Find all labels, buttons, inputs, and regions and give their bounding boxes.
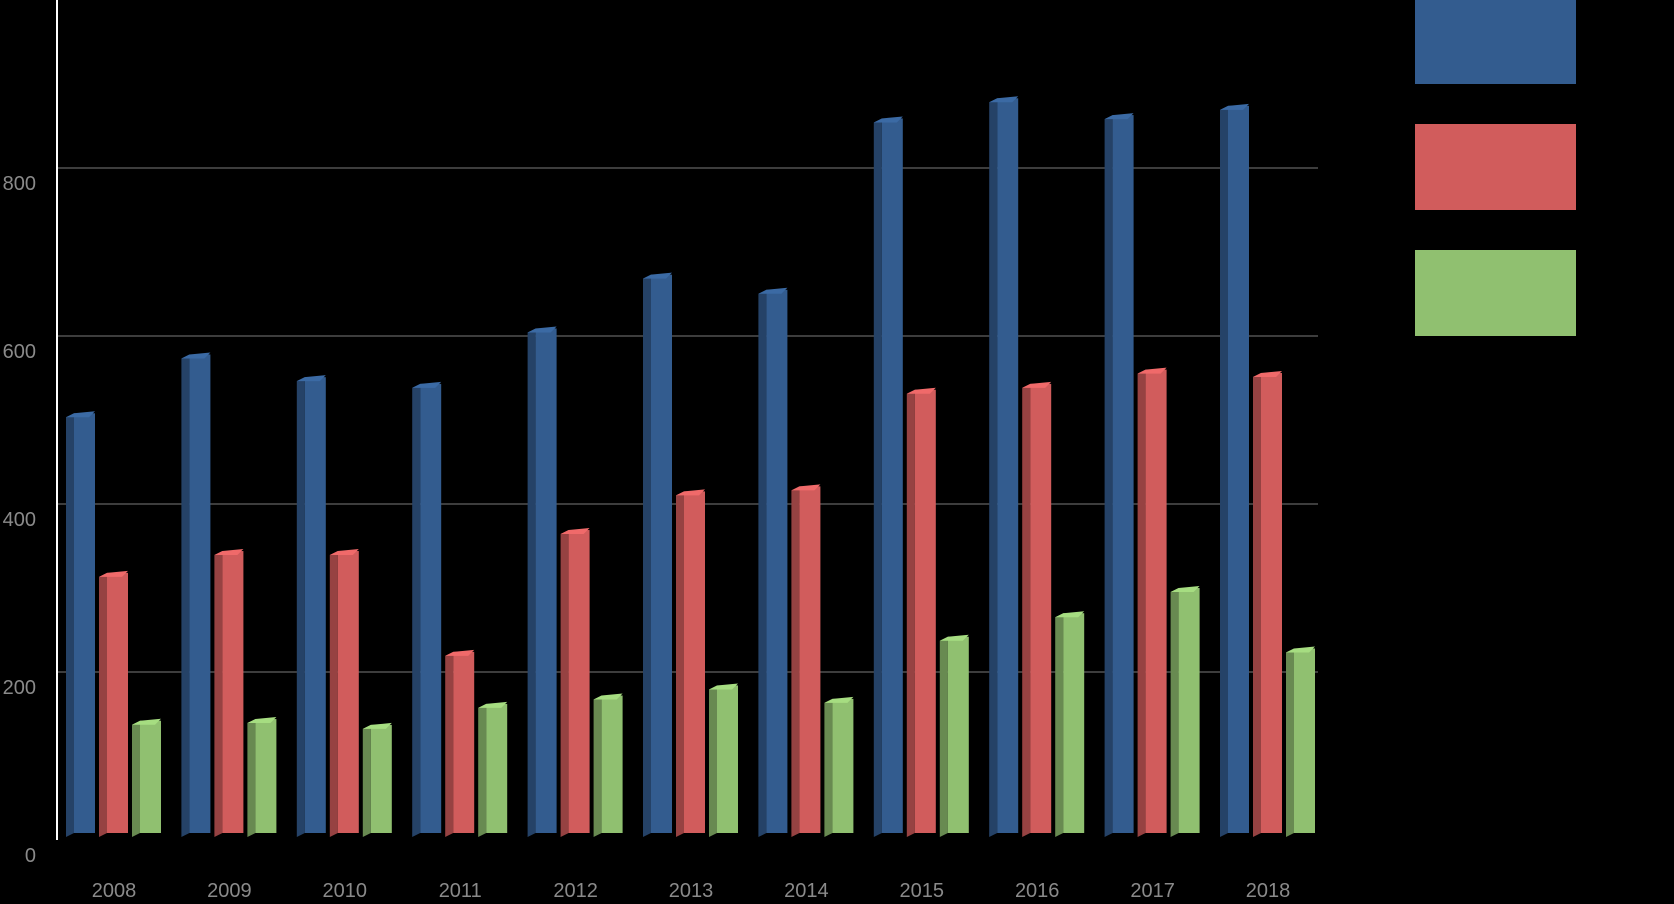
bar: [1220, 103, 1249, 838]
x-tick-label: 2014: [784, 880, 829, 902]
bar: [1022, 381, 1052, 837]
legend: [1415, 0, 1576, 336]
bar: [989, 96, 1019, 837]
bar: [412, 381, 442, 837]
bar: [676, 489, 705, 837]
bar: [527, 326, 557, 837]
bar: [1055, 611, 1085, 837]
bar: [181, 352, 211, 837]
bar: [296, 375, 326, 837]
bar: [593, 693, 623, 837]
bar: [329, 549, 359, 837]
bar: [709, 683, 738, 837]
bar: [1104, 113, 1134, 837]
x-tick-label: 2018: [1246, 880, 1291, 902]
bar: [132, 718, 161, 837]
x-axis-ticks: 2008 2009 2010 2011 2012 2013 2014 2015 2016 2017…: [92, 880, 1291, 902]
x-tick-label: 2012: [553, 880, 598, 902]
bar: [214, 549, 244, 837]
x-tick-label: 2015: [900, 880, 945, 902]
bar: [758, 287, 788, 837]
bar: [791, 484, 821, 837]
bar: [247, 717, 277, 837]
y-tick-label: 800: [3, 173, 36, 195]
bar: [939, 634, 969, 837]
x-tick-label: 2010: [323, 880, 368, 902]
bar: [1286, 646, 1315, 837]
bar: [1170, 586, 1200, 837]
bar: [99, 570, 128, 837]
bar: [643, 272, 672, 837]
x-tick-label: 2011: [439, 880, 482, 902]
x-tick-label: 2008: [92, 880, 137, 902]
y-tick-label: 200: [3, 677, 36, 699]
x-tick-label: 2017: [1130, 880, 1175, 902]
bar: [560, 528, 590, 837]
bar: [824, 696, 854, 837]
bars: [66, 96, 1315, 838]
bar: [362, 722, 392, 837]
bar: [873, 116, 903, 837]
y-tick-label: 600: [3, 341, 36, 363]
bar: [1137, 367, 1167, 837]
x-tick-label: 2013: [669, 880, 714, 902]
bar: [478, 701, 508, 837]
y-axis-ticks: 0 200 400 600 800: [3, 173, 36, 867]
bar: [906, 387, 936, 837]
x-tick-label: 2009: [207, 880, 252, 902]
bar: [66, 411, 95, 837]
y-tick-label: 0: [25, 845, 36, 867]
y-tick-label: 400: [3, 509, 36, 531]
bar: [1253, 370, 1282, 837]
legend-swatch: [1415, 0, 1576, 84]
legend-swatch: [1415, 250, 1576, 336]
bar: [445, 649, 475, 837]
legend-swatch: [1415, 124, 1576, 210]
x-tick-label: 2016: [1015, 880, 1060, 902]
